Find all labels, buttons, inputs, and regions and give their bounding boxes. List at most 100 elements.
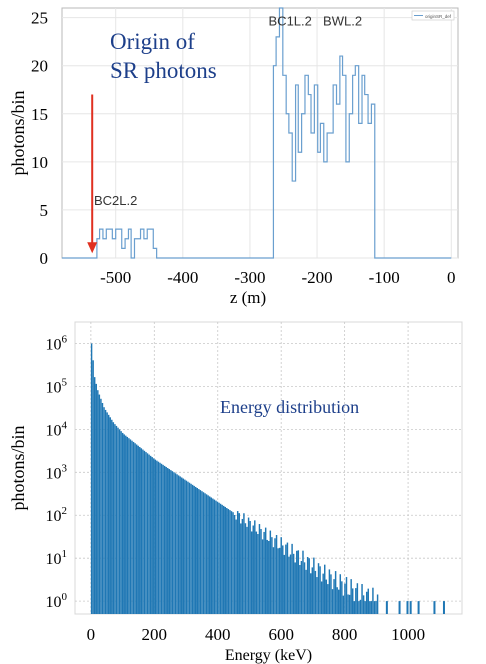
y-tick-label: 5	[40, 201, 49, 220]
y-tick-label: 25	[31, 9, 48, 28]
energy-bar	[240, 523, 241, 614]
energy-bar	[361, 584, 362, 614]
energy-bar	[142, 450, 143, 614]
energy-bar	[187, 482, 188, 614]
energy-bar	[111, 420, 112, 614]
energy-tail-bar	[399, 601, 401, 614]
energy-bar	[130, 439, 131, 614]
energy-bar	[102, 403, 103, 614]
energy-bar	[234, 515, 235, 614]
energy-bar	[113, 422, 114, 614]
energy-bar	[369, 601, 370, 614]
energy-bar	[285, 545, 286, 614]
energy-bar	[235, 520, 236, 614]
energy-bar	[176, 474, 177, 614]
energy-bar	[312, 567, 313, 614]
x-axis-label: Energy (keV)	[225, 647, 312, 664]
energy-bar	[251, 531, 252, 614]
energy-bar	[226, 508, 227, 614]
energy-bar	[92, 360, 93, 614]
energy-bar	[253, 526, 254, 614]
energy-bar	[156, 461, 157, 614]
energy-bar	[108, 415, 109, 614]
energy-bar	[248, 518, 249, 614]
energy-bar	[124, 434, 125, 614]
energy-bar	[262, 539, 263, 614]
energy-bar	[338, 590, 339, 614]
energy-bar	[212, 499, 213, 614]
annotation-title-line1: Origin of	[110, 29, 195, 54]
energy-bar	[259, 524, 260, 614]
energy-bar	[153, 458, 154, 614]
energy-bar	[352, 588, 353, 614]
x-tick-label: 1000	[391, 625, 425, 644]
energy-bar	[357, 583, 358, 614]
energy-bar	[316, 577, 317, 614]
energy-bar	[308, 558, 309, 614]
energy-tail-bar	[443, 601, 445, 614]
energy-bar	[225, 507, 226, 614]
energy-bar	[366, 592, 367, 614]
energy-bar	[159, 463, 160, 614]
origin-chart-panel: -500 -400 -300 -200 -100 0 0 5 10 15 20 25 originSR_…	[0, 0, 486, 310]
energy-bar	[371, 601, 372, 614]
energy-bar	[197, 488, 198, 614]
energy-bar	[209, 496, 210, 614]
region-label: BC2L.2	[94, 193, 137, 208]
energy-bar	[237, 511, 238, 614]
energy-bar	[276, 535, 277, 614]
legend-label: originSR_def	[425, 14, 452, 19]
energy-bar	[245, 523, 246, 614]
energy-bar	[343, 596, 344, 614]
energy-bar	[305, 570, 306, 614]
energy-bar	[203, 492, 204, 614]
energy-tail-bar	[433, 601, 435, 614]
energy-bar	[260, 529, 261, 614]
energy-bar	[355, 588, 356, 614]
energy-bar	[184, 480, 185, 614]
energy-tail-bar	[410, 601, 412, 614]
energy-bar	[116, 426, 117, 614]
energy-bar	[190, 484, 191, 614]
energy-bar	[125, 436, 126, 614]
energy-bar	[298, 550, 299, 614]
energy-bar	[151, 457, 152, 614]
energy-bar	[344, 584, 345, 614]
energy-bar	[100, 399, 101, 614]
energy-bar	[364, 601, 365, 614]
energy-bar	[315, 571, 316, 614]
y-axis-label: photons/bin	[8, 90, 28, 175]
energy-bar	[322, 574, 323, 614]
energy-bar	[162, 465, 163, 614]
energy-bar	[198, 489, 199, 614]
energy-tail-bar	[386, 601, 388, 614]
y-tick-label: 100	[46, 591, 68, 611]
energy-bar	[192, 485, 193, 614]
energy-bar	[106, 412, 107, 614]
y-tick-label: 104	[46, 419, 68, 439]
energy-bar	[290, 555, 291, 614]
energy-bar	[340, 574, 341, 614]
energy-bar	[375, 601, 376, 614]
energy-bar	[94, 377, 95, 614]
energy-bar	[200, 490, 201, 614]
energy-bar	[220, 504, 221, 614]
energy-bar	[273, 547, 274, 614]
energy-bar	[167, 468, 168, 614]
energy-bar	[133, 442, 134, 614]
energy-bar	[360, 600, 361, 614]
energy-tail-bar	[418, 601, 420, 614]
energy-bar	[265, 528, 266, 614]
energy-bar	[201, 491, 202, 614]
energy-bar	[103, 407, 104, 614]
y-tick-label: 103	[46, 462, 68, 482]
energy-bar	[327, 584, 328, 614]
energy-bar	[221, 505, 222, 614]
energy-bar	[186, 481, 187, 614]
energy-bar	[128, 438, 129, 614]
energy-bar	[257, 534, 258, 614]
y-tick-label: 10	[31, 153, 48, 172]
energy-bar	[114, 424, 115, 614]
energy-bar	[170, 470, 171, 614]
energy-bar	[302, 551, 303, 614]
